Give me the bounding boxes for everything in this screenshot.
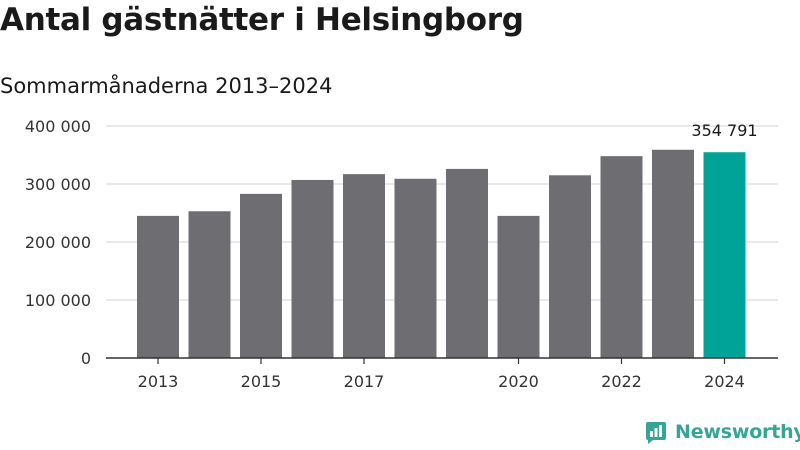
chart-subtitle: Sommarmånaderna 2013–2024 (0, 74, 333, 98)
bar (652, 149, 694, 358)
bar (394, 178, 437, 358)
x-tick-label: 2024 (704, 372, 745, 391)
chart-title: Antal gästnätter i Helsingborg (0, 2, 524, 38)
bar (497, 215, 540, 358)
bar (600, 156, 643, 358)
bar (549, 175, 591, 358)
bar (291, 179, 334, 358)
y-tick-label: 0 (81, 349, 91, 368)
data-label: 354 791 (691, 121, 757, 140)
y-tick-label: 300 000 (25, 175, 91, 194)
x-tick-label: 2013 (138, 372, 179, 391)
y-tick-label: 400 000 (25, 117, 91, 136)
y-tick-label: 100 000 (25, 291, 91, 310)
bar-highlight (703, 152, 746, 358)
bar (446, 168, 488, 358)
newsworthy-logo-icon (646, 422, 666, 444)
x-tick-label: 2020 (498, 372, 539, 391)
bar (188, 211, 231, 358)
y-tick-label: 200 000 (25, 233, 91, 252)
x-tick-label: 2017 (344, 372, 385, 391)
newsworthy-logo: Newsworthy (644, 420, 800, 444)
bar (137, 215, 179, 358)
brand-name: Newsworthy (675, 421, 800, 443)
bar (240, 193, 282, 358)
x-tick-label: 2022 (601, 372, 642, 391)
x-tick-label: 2015 (241, 372, 282, 391)
bar (343, 174, 385, 358)
